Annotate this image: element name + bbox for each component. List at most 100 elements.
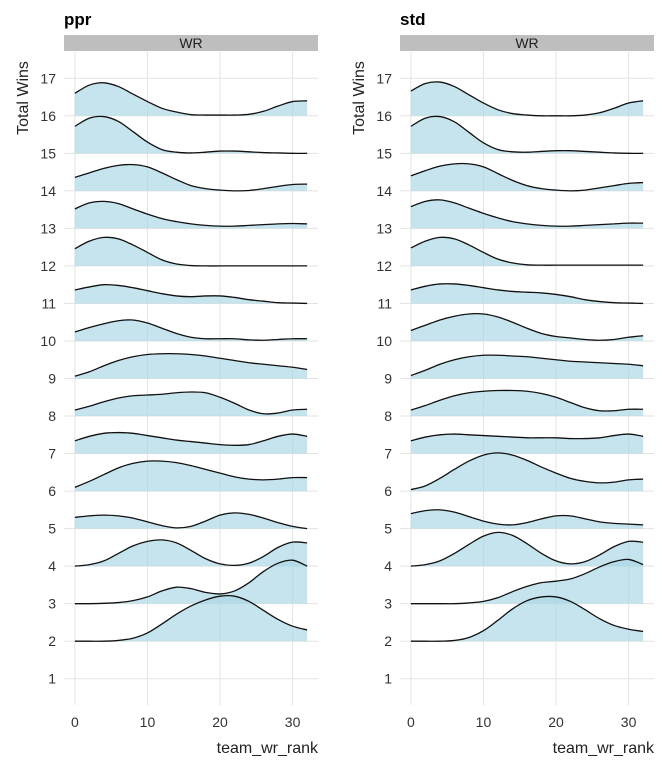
ridge-line-wins-13 (74, 200, 308, 227)
y-tick-label: 11 (41, 295, 56, 311)
x-tick-labels-std: 0 10 20 30 (407, 714, 637, 730)
ridge-line-wins-5 (410, 509, 644, 526)
facet-title-ppr: ppr (64, 10, 92, 29)
y-tick-label: 1 (48, 671, 56, 687)
ridge-fill-wins-4 (74, 539, 308, 567)
facet-strip-ppr (64, 35, 318, 51)
x-tick-label: 30 (621, 714, 637, 730)
ridge-line-wins-14 (74, 163, 308, 192)
ridge-line-wins-2 (410, 595, 644, 642)
y-tick-label: 15 (376, 145, 392, 161)
facet-strip-label-std: WR (515, 35, 538, 51)
ridge-line-wins-14 (410, 162, 644, 192)
y-tick-label: 5 (48, 521, 56, 537)
y-axis-title-std: Total Wins (351, 61, 368, 135)
ridge-line-wins-8 (74, 391, 308, 415)
y-tick-label: 17 (40, 70, 56, 86)
ridge-line-wins-9 (410, 354, 644, 377)
ridge-line-wins-3 (410, 558, 644, 605)
x-tick-label: 0 (71, 714, 79, 730)
x-tick-labels-ppr: 0 10 20 30 (71, 714, 301, 730)
ridge-fill-wins-8 (410, 390, 644, 417)
ridge-fill-wins-6 (74, 460, 308, 492)
ridge-line-wins-15 (74, 115, 308, 155)
ridges-std (410, 81, 644, 642)
y-tick-label: 9 (384, 371, 392, 387)
x-axis-title-std: team_wr_rank (553, 740, 655, 757)
ridge-fill-wins-2 (74, 595, 308, 642)
ridge-fill-wins-15 (410, 116, 644, 154)
ridge-line-wins-8 (410, 389, 644, 412)
ridge-fill-wins-10 (74, 319, 308, 341)
ridge-line-wins-16 (410, 81, 644, 117)
y-tick-label: 6 (48, 483, 56, 499)
ridge-fill-wins-13 (410, 199, 644, 229)
x-tick-label: 20 (548, 714, 564, 730)
ridge-line-wins-4 (410, 531, 644, 567)
y-tick-label: 1 (384, 671, 392, 687)
ridge-fill-wins-14 (74, 164, 308, 191)
ridge-fill-wins-3 (410, 559, 644, 604)
ridge-fill-wins-12 (410, 237, 644, 266)
ridge-fill-wins-6 (410, 452, 644, 492)
y-tick-label: 8 (48, 408, 56, 424)
ridge-fill-wins-13 (74, 201, 308, 229)
facet-strip-label-ppr: WR (179, 35, 202, 51)
y-tick-label: 17 (376, 70, 392, 86)
ridge-line-wins-16 (74, 82, 308, 116)
ridges-ppr (74, 82, 308, 642)
y-tick-label: 16 (40, 108, 56, 124)
ridge-line-wins-10 (74, 319, 308, 341)
y-tick-label: 2 (48, 633, 56, 649)
y-tick-label: 2 (384, 633, 392, 649)
y-tick-label: 15 (40, 145, 56, 161)
ridge-line-wins-13 (410, 199, 644, 227)
ridge-fill-wins-3 (74, 560, 308, 604)
ridge-line-wins-7 (74, 431, 308, 446)
ridge-line-wins-6 (74, 460, 308, 488)
y-tick-label: 12 (40, 258, 56, 274)
y-tick-label: 5 (384, 521, 392, 537)
y-tick-label: 10 (376, 333, 392, 349)
ridge-line-wins-9 (74, 353, 308, 377)
y-tick-label: 16 (376, 108, 392, 124)
ridge-fill-wins-11 (74, 284, 308, 304)
ridge-fill-wins-9 (410, 355, 644, 379)
y-tick-label: 8 (384, 408, 392, 424)
x-axis-title-ppr: team_wr_rank (217, 740, 319, 757)
ridge-fill-wins-16 (410, 81, 644, 116)
ridge-fill-wins-2 (410, 596, 644, 642)
y-tick-label: 7 (384, 446, 392, 462)
x-tick-label: 20 (212, 714, 228, 730)
ridge-fill-wins-14 (410, 163, 644, 191)
ridge-fill-wins-5 (74, 512, 308, 529)
ridge-line-wins-15 (410, 115, 644, 155)
x-tick-label: 30 (285, 714, 301, 730)
ridge-line-wins-12 (74, 236, 308, 267)
y-tick-label: 7 (48, 446, 56, 462)
y-tick-label: 13 (376, 220, 392, 236)
ridge-line-wins-12 (410, 236, 644, 266)
ridge-line-wins-5 (74, 512, 308, 530)
ridge-line-wins-10 (410, 312, 644, 341)
ridge-line-wins-7 (410, 433, 644, 442)
ridge-fill-wins-15 (74, 116, 308, 154)
ridge-line-wins-6 (410, 452, 644, 491)
ridge-fill-wins-8 (74, 392, 308, 417)
ridge-line-wins-3 (74, 559, 308, 605)
ridge-line-wins-4 (74, 539, 308, 567)
ridge-line-wins-11 (410, 283, 644, 305)
ridge-fill-wins-7 (74, 432, 308, 454)
y-tick-label: 11 (377, 295, 392, 311)
y-tick-label: 14 (376, 183, 392, 199)
y-tick-label: 3 (384, 596, 392, 612)
ridge-fill-wins-4 (410, 532, 644, 567)
y-tick-label: 3 (48, 596, 56, 612)
ridge-line-wins-2 (74, 594, 308, 642)
y-tick-label: 9 (48, 371, 56, 387)
y-tick-label: 14 (40, 183, 56, 199)
